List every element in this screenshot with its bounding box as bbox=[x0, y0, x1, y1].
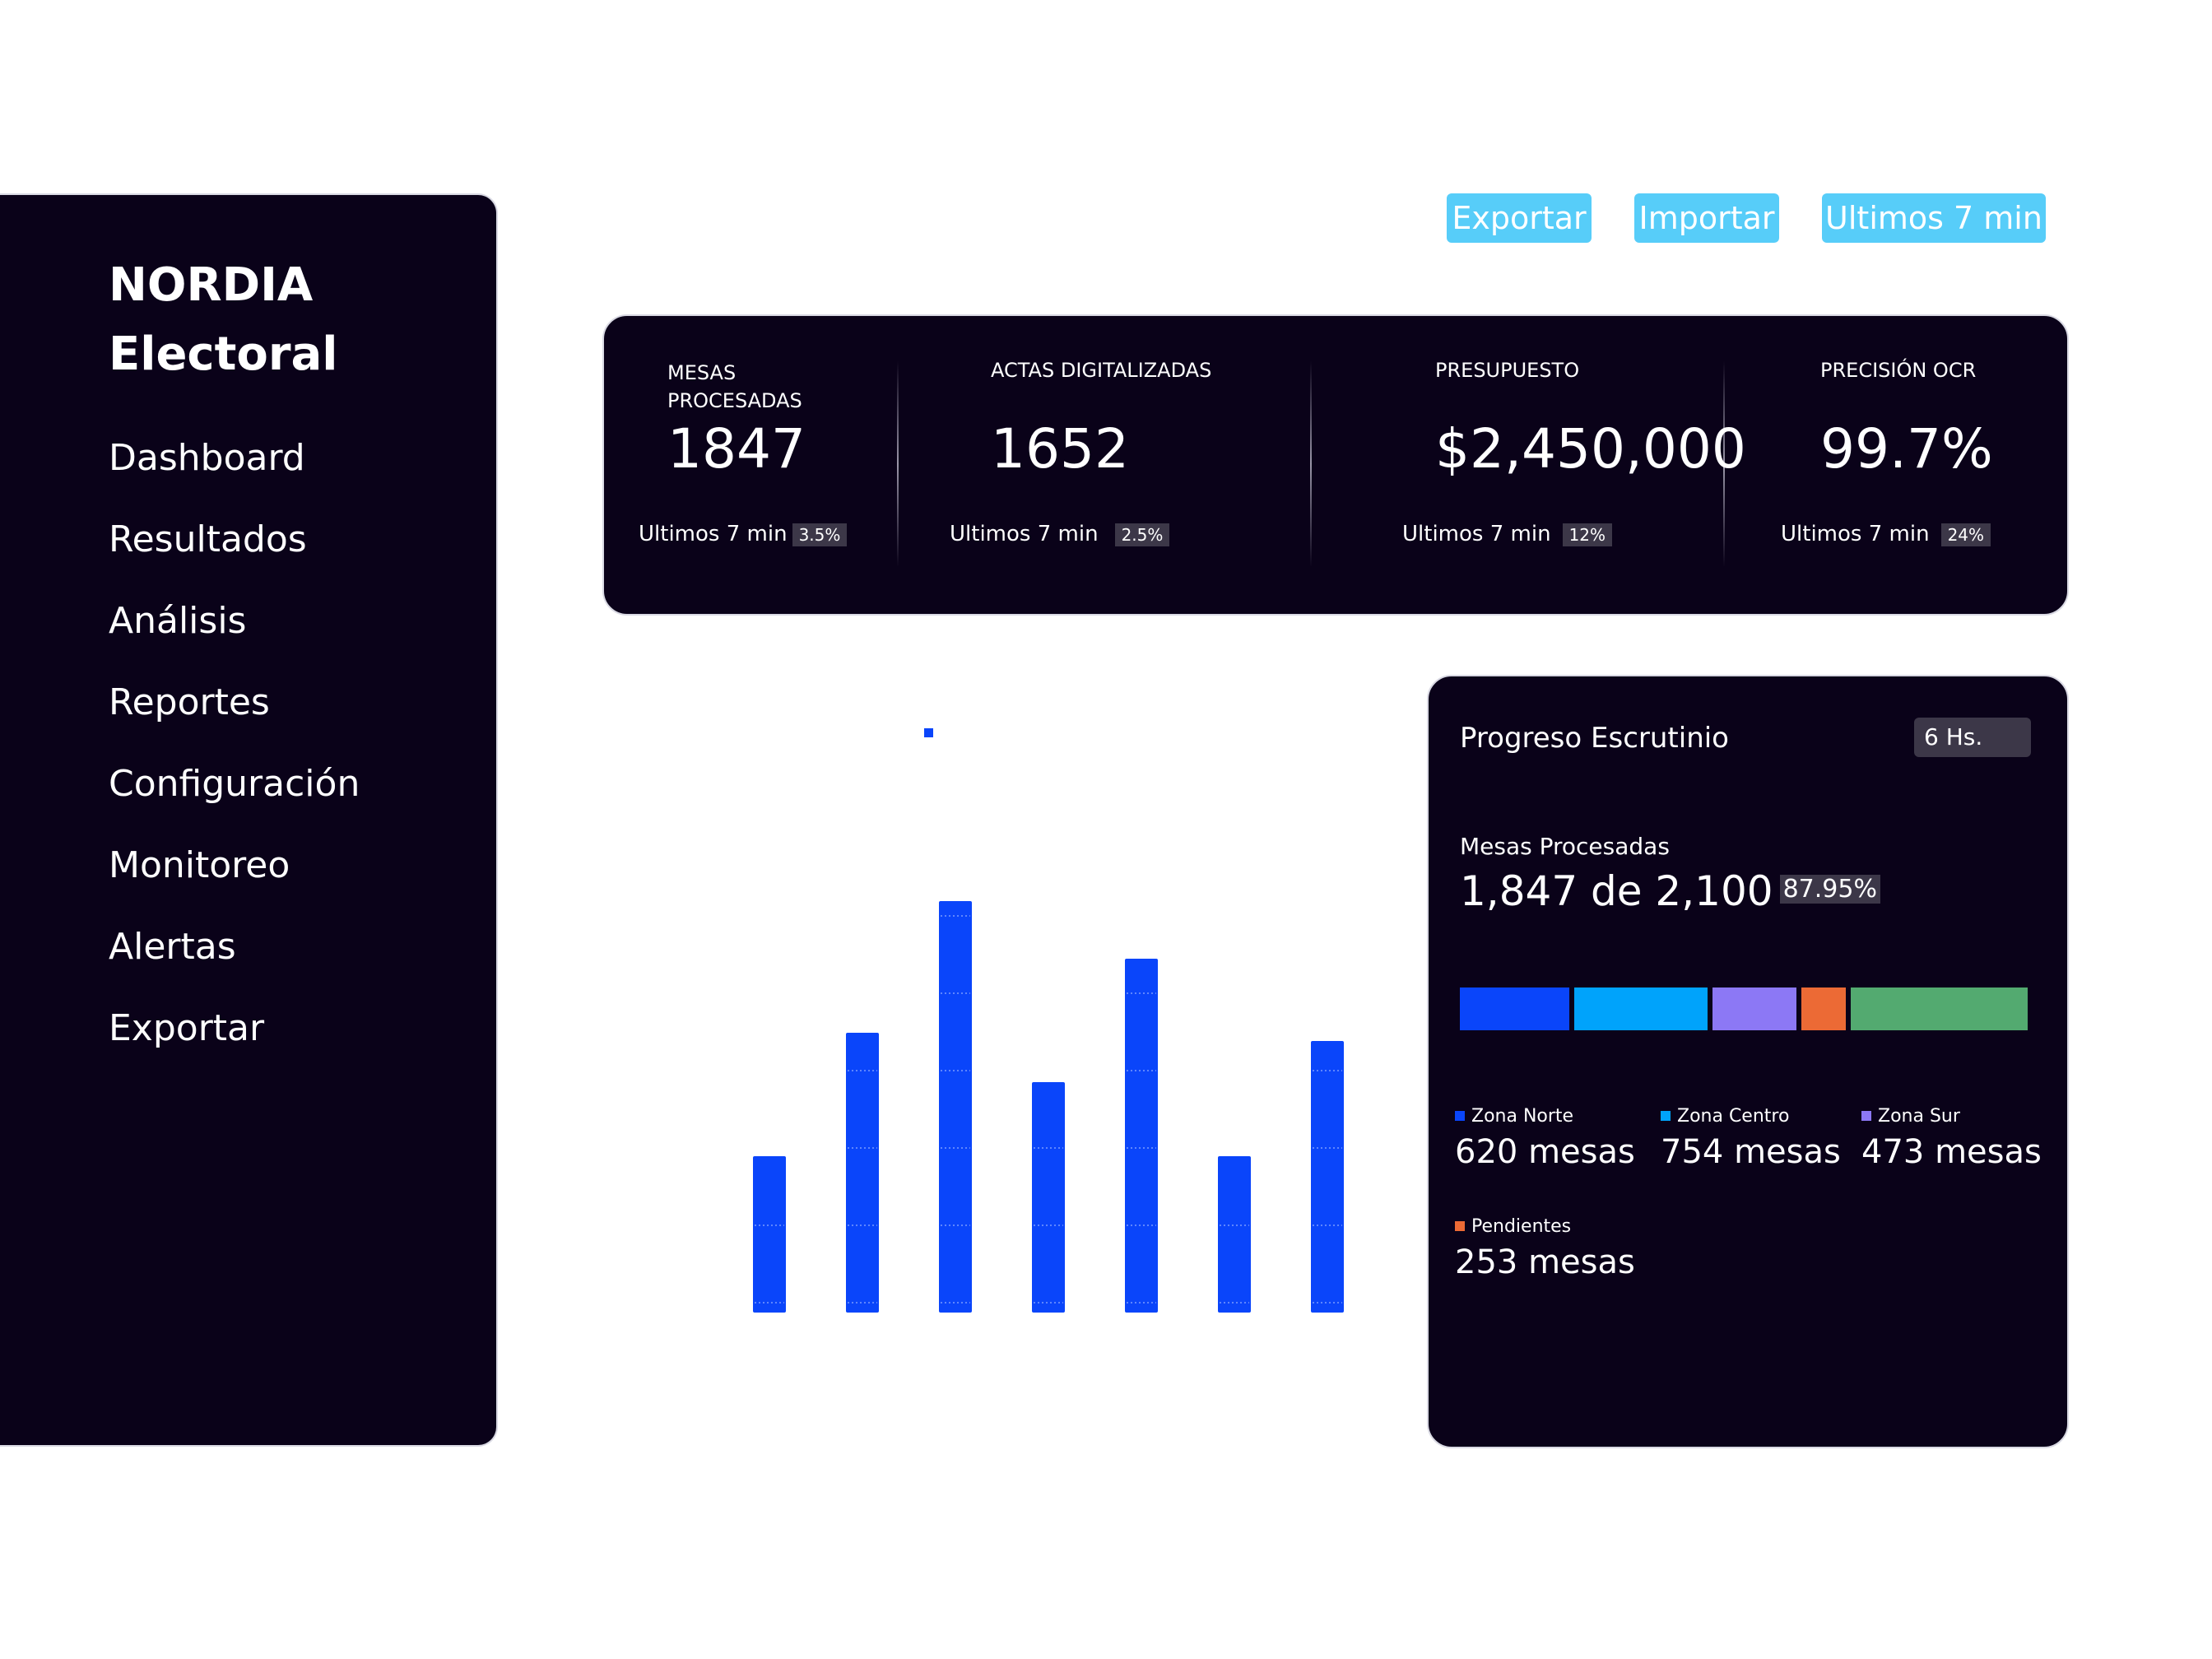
kpi-label-actas: ACTAS DIGITALIZADAS bbox=[991, 359, 1212, 382]
progress-stacked-bar bbox=[1460, 988, 2028, 1030]
bar bbox=[1218, 1156, 1251, 1313]
bar bbox=[1125, 959, 1158, 1313]
kpi-label-mesas: MESAS PROCESADAS bbox=[667, 361, 802, 412]
kpi-period: Ultimos 7 min bbox=[950, 522, 1099, 546]
kpi-period: Ultimos 7 min bbox=[639, 522, 788, 546]
legend-label: Zona Norte bbox=[1471, 1106, 1574, 1127]
sidebar-item-dashboard[interactable]: Dashboard bbox=[109, 437, 305, 479]
kpi-value-actas: 1652 bbox=[991, 417, 1129, 481]
kpi-value-presupuesto: $2,450,000 bbox=[1435, 417, 1746, 481]
kpi-label-precision: PRECISIÓN OCR bbox=[1820, 359, 1977, 382]
kpi-change-badge: 24% bbox=[1940, 523, 1991, 546]
legend-value: 620 mesas bbox=[1455, 1133, 1635, 1171]
sidebar-item-resultados[interactable]: Resultados bbox=[109, 518, 307, 560]
legend-swatch bbox=[1861, 1111, 1871, 1121]
sidebar-item-configuracion[interactable]: Configuración bbox=[109, 763, 360, 805]
brand-line-2: Electoral bbox=[109, 328, 338, 381]
legend-value: 473 mesas bbox=[1861, 1133, 2042, 1171]
legend-zona-centro: Zona Centro 754 mesas bbox=[1661, 1106, 1841, 1171]
sidebar: NORDIA Electoral Dashboard Resultados An… bbox=[0, 193, 498, 1447]
legend-value: 253 mesas bbox=[1455, 1243, 1635, 1281]
progress-segment bbox=[1851, 988, 2028, 1030]
progress-range-select[interactable]: 6 Hs. bbox=[1914, 718, 2031, 757]
legend-marker bbox=[924, 728, 933, 737]
progress-subtitle: Mesas Procesadas bbox=[1460, 833, 1670, 860]
sidebar-item-analisis[interactable]: Análisis bbox=[109, 600, 247, 642]
bar-chart bbox=[708, 708, 1382, 1333]
bar bbox=[1311, 1041, 1344, 1313]
legend-swatch bbox=[1455, 1111, 1465, 1121]
progress-summary: 1,847 de 2,100 87.95% bbox=[1460, 867, 1880, 915]
kpi-value-mesas: 1847 bbox=[667, 417, 806, 481]
legend-label: Zona Sur bbox=[1878, 1106, 1960, 1127]
sidebar-item-alertas[interactable]: Alertas bbox=[109, 926, 236, 968]
progress-segment bbox=[1460, 988, 1570, 1030]
kpi-change-badge: 2.5% bbox=[1114, 523, 1170, 546]
bar bbox=[753, 1156, 786, 1313]
kpi-label-presupuesto: PRESUPUESTO bbox=[1435, 359, 1580, 382]
legend-swatch bbox=[1661, 1111, 1671, 1121]
legend-label: Pendientes bbox=[1471, 1216, 1572, 1237]
bar-chart-svg bbox=[753, 728, 1344, 1313]
kpi-footer-precision: Ultimos 7 min 24% bbox=[1781, 522, 1991, 546]
progress-percent-badge: 87.95% bbox=[1779, 875, 1880, 904]
legend-pendientes: Pendientes 253 mesas bbox=[1455, 1216, 1635, 1281]
bar bbox=[846, 1033, 879, 1313]
progress-count: 1,847 de 2,100 bbox=[1460, 867, 1773, 915]
kpi-footer-mesas: Ultimos 7 min 3.5% bbox=[639, 522, 848, 546]
legend-value: 754 mesas bbox=[1661, 1133, 1841, 1171]
kpi-period: Ultimos 7 min bbox=[1781, 522, 1930, 546]
kpi-value-precision: 99.7% bbox=[1820, 417, 1993, 481]
kpi-divider bbox=[897, 361, 899, 567]
kpi-change-badge: 3.5% bbox=[792, 523, 848, 546]
legend-swatch bbox=[1455, 1221, 1465, 1231]
legend-zona-sur: Zona Sur 473 mesas bbox=[1861, 1106, 2042, 1171]
sidebar-item-reportes[interactable]: Reportes bbox=[109, 681, 270, 723]
legend-label: Zona Centro bbox=[1677, 1106, 1790, 1127]
bar bbox=[939, 901, 972, 1313]
bar bbox=[1032, 1082, 1065, 1313]
kpi-period: Ultimos 7 min bbox=[1402, 522, 1551, 546]
progress-segment bbox=[1801, 988, 1847, 1030]
kpi-divider bbox=[1723, 361, 1725, 567]
sidebar-item-monitoreo[interactable]: Monitoreo bbox=[109, 844, 290, 886]
time-range-button[interactable]: Ultimos 7 min bbox=[1822, 193, 2046, 243]
kpi-change-badge: 12% bbox=[1562, 523, 1613, 546]
progress-segment bbox=[1574, 988, 1708, 1030]
kpi-card: MESAS PROCESADAS 1847 Ultimos 7 min 3.5% … bbox=[602, 314, 2069, 616]
sidebar-nav: Dashboard Resultados Análisis Reportes C… bbox=[109, 434, 360, 1085]
kpi-footer-presupuesto: Ultimos 7 min 12% bbox=[1402, 522, 1613, 546]
progress-segment bbox=[1712, 988, 1796, 1030]
legend-zona-norte: Zona Norte 620 mesas bbox=[1455, 1106, 1635, 1171]
progress-card: Progreso Escrutinio 6 Hs. Mesas Procesad… bbox=[1427, 675, 2069, 1448]
export-button[interactable]: Exportar bbox=[1447, 193, 1592, 243]
kpi-divider bbox=[1310, 361, 1312, 567]
brand-title: NORDIA Electoral bbox=[109, 251, 337, 389]
kpi-footer-actas: Ultimos 7 min 2.5% bbox=[950, 522, 1170, 546]
sidebar-item-exportar[interactable]: Exportar bbox=[109, 1007, 265, 1049]
import-button[interactable]: Importar bbox=[1634, 193, 1779, 243]
progress-title: Progreso Escrutinio bbox=[1460, 722, 1729, 755]
brand-line-1: NORDIA bbox=[109, 258, 314, 312]
